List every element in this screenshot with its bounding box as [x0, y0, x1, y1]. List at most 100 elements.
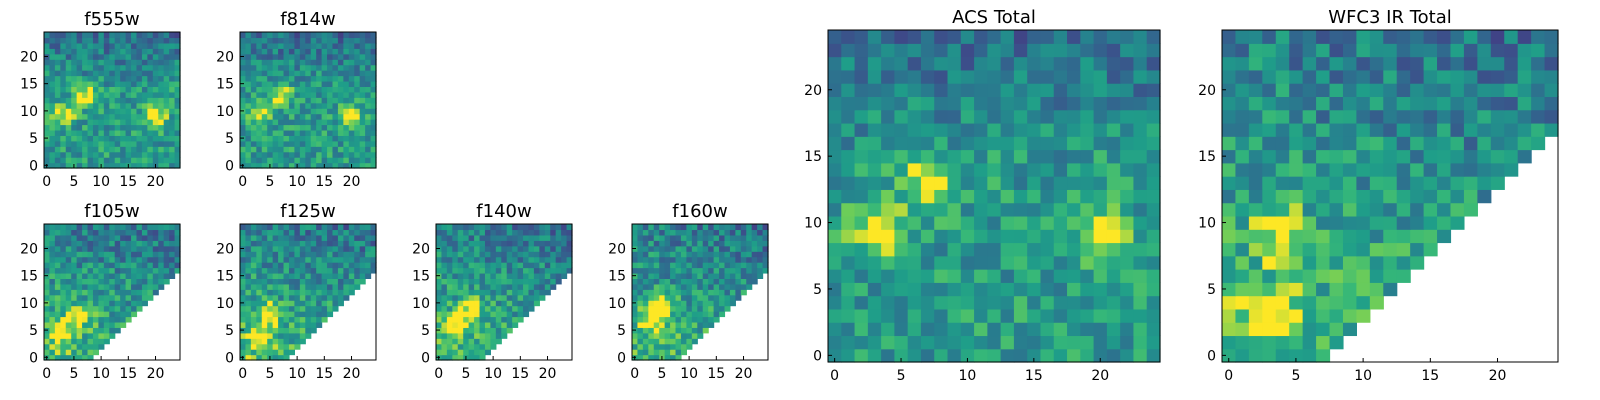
- axes-frame: [239, 31, 377, 169]
- heatmap-cell: [1437, 149, 1452, 164]
- heatmap-cell: [512, 294, 519, 301]
- heatmap-cell: [82, 300, 89, 307]
- heatmap-cell: [98, 338, 105, 345]
- heatmap-cell: [136, 129, 143, 136]
- heatmap-cell: [1316, 255, 1331, 270]
- heatmap-cell: [44, 86, 51, 93]
- heatmap-cell: [337, 224, 344, 231]
- heatmap-cell: [87, 162, 94, 169]
- heatmap-cell: [867, 269, 882, 283]
- heatmap-cell: [1423, 189, 1438, 204]
- heatmap-cell: [321, 229, 328, 236]
- heatmap-cell: [163, 113, 170, 120]
- heatmap-cell: [533, 256, 540, 263]
- heatmap-cell: [169, 267, 176, 274]
- heatmap-cell: [1342, 109, 1357, 124]
- heatmap-cell: [60, 245, 67, 252]
- heatmap-cell: [87, 75, 94, 82]
- heatmap-cell: [49, 157, 56, 164]
- heatmap-cell: [854, 83, 869, 97]
- heatmap-cell: [550, 283, 557, 290]
- heatmap-cell: [490, 267, 497, 274]
- heatmap-cell: [1000, 269, 1015, 283]
- heatmap-cell: [109, 262, 116, 269]
- heatmap-cell: [76, 251, 83, 258]
- heatmap-cell: [337, 70, 344, 77]
- heatmap-cell: [974, 109, 988, 124]
- heatmap-cell: [343, 146, 350, 153]
- heatmap-cell: [1342, 282, 1357, 297]
- heatmap-cell: [305, 53, 312, 60]
- heatmap-cell: [1477, 189, 1492, 204]
- heatmap-cell: [680, 343, 687, 350]
- heatmap-cell: [103, 272, 110, 279]
- heatmap-cell: [1342, 96, 1357, 111]
- heatmap-cell: [550, 234, 557, 241]
- heatmap-cell: [828, 348, 842, 363]
- heatmap-cell: [1146, 96, 1161, 111]
- heatmap-cell: [463, 272, 470, 279]
- x-tick-label: 0: [830, 368, 839, 384]
- heatmap-cell: [283, 283, 290, 290]
- heatmap-cell: [98, 86, 105, 93]
- heatmap-cell: [283, 146, 290, 153]
- heatmap-cell: [250, 119, 257, 126]
- heatmap-cell: [267, 289, 274, 296]
- heatmap-cell: [321, 129, 328, 136]
- heatmap-cell: [1517, 136, 1532, 151]
- heatmap-cell: [163, 48, 170, 55]
- y-tick-label: 15: [216, 269, 234, 285]
- heatmap-cell: [1396, 202, 1411, 217]
- heatmap-cell: [1235, 122, 1250, 137]
- heatmap-cell: [169, 251, 176, 258]
- heatmap-cell: [245, 294, 252, 301]
- heatmap-cell: [71, 349, 78, 356]
- heatmap-cell: [1133, 308, 1148, 323]
- heatmap-cell: [114, 224, 121, 231]
- heatmap-cell: [1356, 282, 1371, 297]
- heatmap-cell: [158, 32, 165, 39]
- heatmap-cell: [854, 229, 869, 244]
- heatmap-cell: [65, 42, 72, 49]
- heatmap-cell: [354, 97, 361, 104]
- heatmap-cell: [468, 224, 475, 231]
- heatmap-cell: [987, 322, 1002, 337]
- heatmap-cell: [365, 59, 372, 66]
- heatmap-cell: [288, 80, 295, 87]
- heatmap-cell: [452, 224, 459, 231]
- heatmap-cell: [125, 300, 132, 307]
- heatmap-cell: [76, 91, 83, 98]
- heatmap-cell: [1289, 30, 1304, 44]
- heatmap-cell: [490, 234, 497, 241]
- heatmap-cell: [446, 251, 453, 258]
- heatmap-cell: [136, 80, 143, 87]
- heatmap-cell: [490, 256, 497, 263]
- heatmap-cell: [316, 91, 323, 98]
- heatmap-cell: [523, 283, 530, 290]
- heatmap-cell: [267, 113, 274, 120]
- heatmap-cell: [561, 234, 568, 241]
- heatmap-cell: [653, 343, 660, 350]
- heatmap-cell: [272, 97, 279, 104]
- heatmap-cell: [82, 251, 89, 258]
- heatmap-cell: [1222, 136, 1237, 151]
- heatmap-cell: [544, 283, 551, 290]
- heatmap-cell: [120, 251, 127, 258]
- heatmap-cell: [854, 30, 869, 44]
- heatmap-cell: [245, 311, 252, 318]
- heatmap-cell: [1289, 335, 1304, 350]
- heatmap-cell: [103, 332, 110, 339]
- heatmap-cell: [1120, 122, 1135, 137]
- heatmap-cell: [60, 59, 67, 66]
- heatmap-cell: [343, 229, 350, 236]
- heatmap-cell: [125, 224, 132, 231]
- heatmap-cell: [44, 251, 51, 258]
- heatmap-cell: [735, 262, 742, 269]
- heatmap-cell: [1423, 162, 1438, 177]
- heatmap-cell: [947, 83, 962, 97]
- heatmap-cell: [250, 283, 257, 290]
- heatmap-cell: [158, 108, 165, 115]
- heatmap-cell: [1067, 215, 1081, 230]
- heatmap-cell: [691, 289, 698, 296]
- heatmap-cell: [365, 251, 372, 258]
